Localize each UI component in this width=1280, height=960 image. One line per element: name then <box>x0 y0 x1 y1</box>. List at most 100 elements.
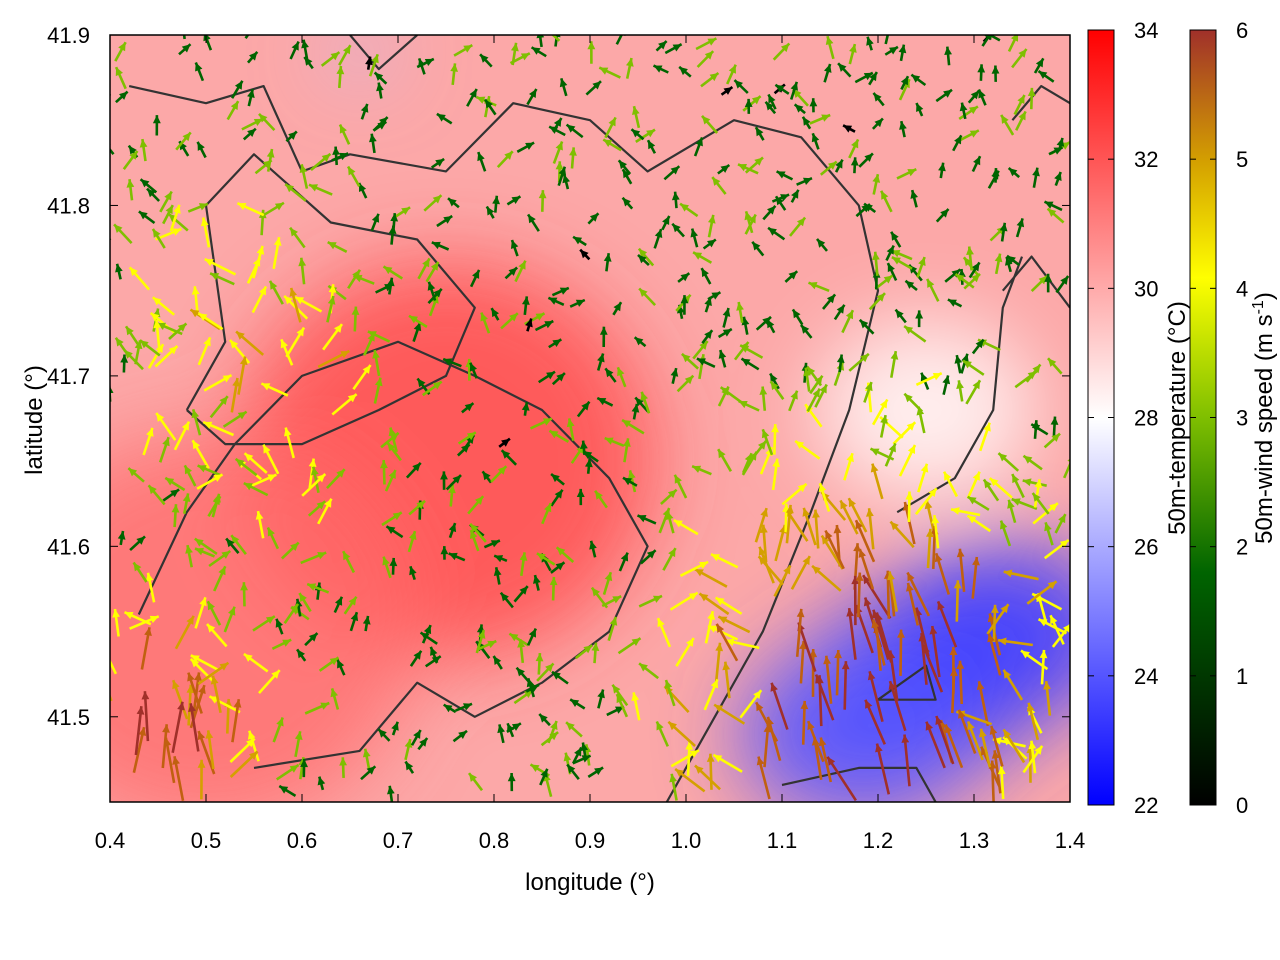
wind-arrow-head <box>195 62 203 72</box>
wind-arrow-head <box>194 672 202 681</box>
wind-arrow-head <box>616 694 624 704</box>
wind-arrow-head <box>552 339 562 347</box>
wind-arrow-head <box>482 471 491 481</box>
wind-arrow-head <box>803 177 812 185</box>
wind-arrow <box>797 621 817 673</box>
wind-arrow-head <box>672 44 682 52</box>
wind-arrow-head <box>295 297 305 305</box>
wind-arrow-head <box>476 96 486 104</box>
wind-arrow-head <box>1027 87 1036 97</box>
colorbar-tick-label: 5 <box>1236 147 1248 172</box>
wind-arrow-head <box>191 286 200 295</box>
wind-arrow-head <box>545 663 554 673</box>
wind-arrow-head <box>221 551 231 559</box>
wind-arrow-head <box>631 403 640 413</box>
wind-arrow-head <box>491 308 499 318</box>
wind-arrow-head <box>299 593 307 602</box>
wind-arrow-head <box>846 608 854 617</box>
wind-arrow-head <box>772 458 781 468</box>
wind-arrow-head <box>648 140 656 150</box>
wind-arrow-head <box>470 523 479 533</box>
wind-arrow-head <box>850 157 859 166</box>
wind-arrow-head <box>808 282 818 290</box>
wind-arrow-head <box>853 543 861 552</box>
wind-arrow-head <box>674 474 682 484</box>
wind-arrow-head <box>298 257 307 267</box>
wind-arrow-head <box>112 609 120 618</box>
wind-arrow-head <box>427 281 436 291</box>
wind-arrow-head <box>508 267 518 276</box>
wind-arrow-head <box>800 700 809 710</box>
wind-arrow-head <box>1028 740 1037 750</box>
contour-line <box>349 35 418 71</box>
wind-arrow-head <box>573 236 583 245</box>
wind-arrow-head <box>258 286 266 296</box>
wind-arrow-head <box>1027 371 1037 380</box>
wind-arrow-head <box>887 571 895 581</box>
wind-arrow-head <box>218 566 226 576</box>
wind-arrow-head <box>209 696 219 704</box>
wind-arrow-head <box>509 313 518 322</box>
wind-arrow-head <box>526 678 535 688</box>
wind-arrow <box>922 644 944 693</box>
wind-arrow-head <box>203 35 211 42</box>
wind-arrow-head <box>570 699 580 707</box>
colorbar-tick-label: 0 <box>1236 793 1248 818</box>
wind-arrow-head <box>790 390 798 400</box>
wind-arrow-head <box>348 596 357 606</box>
wind-arrow-head <box>424 58 434 66</box>
wind-arrow-head <box>365 56 373 66</box>
wind-arrow-head <box>391 721 399 731</box>
wind-arrow-head <box>486 206 495 216</box>
wind-arrow-head <box>197 759 206 768</box>
wind-arrow-head <box>289 765 299 773</box>
wind-arrow-head <box>680 203 689 212</box>
wind-arrow-head <box>916 103 924 112</box>
wind-arrow-head <box>528 214 536 224</box>
wind-arrow-head <box>544 503 552 513</box>
wind-arrow-head <box>279 786 289 794</box>
wind-arrow-head <box>145 572 154 582</box>
wind-arrow-head <box>627 470 636 480</box>
wind-arrow-head <box>589 540 597 550</box>
wind-arrow-head <box>888 681 897 690</box>
wind-arrow-head <box>875 743 883 753</box>
wind-arrow-head <box>972 471 980 481</box>
wind-arrow-head <box>880 415 888 424</box>
wind-arrow-head <box>576 488 585 497</box>
wind-arrow-head <box>1007 499 1015 509</box>
wind-arrow-head <box>604 572 613 582</box>
wind-arrow-head <box>280 339 288 349</box>
wind-arrow-head <box>152 297 162 306</box>
wind-arrow-head <box>833 525 842 534</box>
wind-arrow-head <box>114 224 123 233</box>
wind-arrow-head <box>530 764 540 772</box>
y-tick-label: 41.9 <box>47 23 90 48</box>
wind-arrow-head <box>213 493 221 503</box>
wind-arrow-head <box>956 548 965 558</box>
wind-arrow-head <box>291 41 299 51</box>
wind-arrow-head <box>656 721 664 731</box>
wind-arrow-head <box>928 488 937 497</box>
wind-arrow-head <box>339 152 349 161</box>
wind-arrow-head <box>809 98 818 107</box>
wind-arrow-head <box>443 704 453 713</box>
wind-arrow-head <box>371 213 380 223</box>
wind-arrow-head <box>890 521 899 531</box>
wind-arrow-head <box>872 174 881 183</box>
wind-arrow-head <box>786 504 794 514</box>
wind-arrow-head <box>869 72 877 82</box>
wind-arrow-head <box>575 299 585 307</box>
wind-arrow-head <box>265 616 275 624</box>
wind-arrow-head <box>404 739 413 748</box>
wind-arrow-head <box>186 615 194 625</box>
wind-arrow-head <box>841 661 850 670</box>
colorbar-tick-label: 4 <box>1236 276 1248 301</box>
wind-arrow-head <box>763 724 772 733</box>
wind-arrow-head <box>874 118 883 128</box>
wind-arrow <box>244 35 250 39</box>
wind-arrow-head <box>695 765 704 774</box>
x-tick-label: 0.7 <box>383 828 414 853</box>
wind-arrow-head <box>247 89 255 98</box>
wind-arrow-head <box>405 761 414 771</box>
